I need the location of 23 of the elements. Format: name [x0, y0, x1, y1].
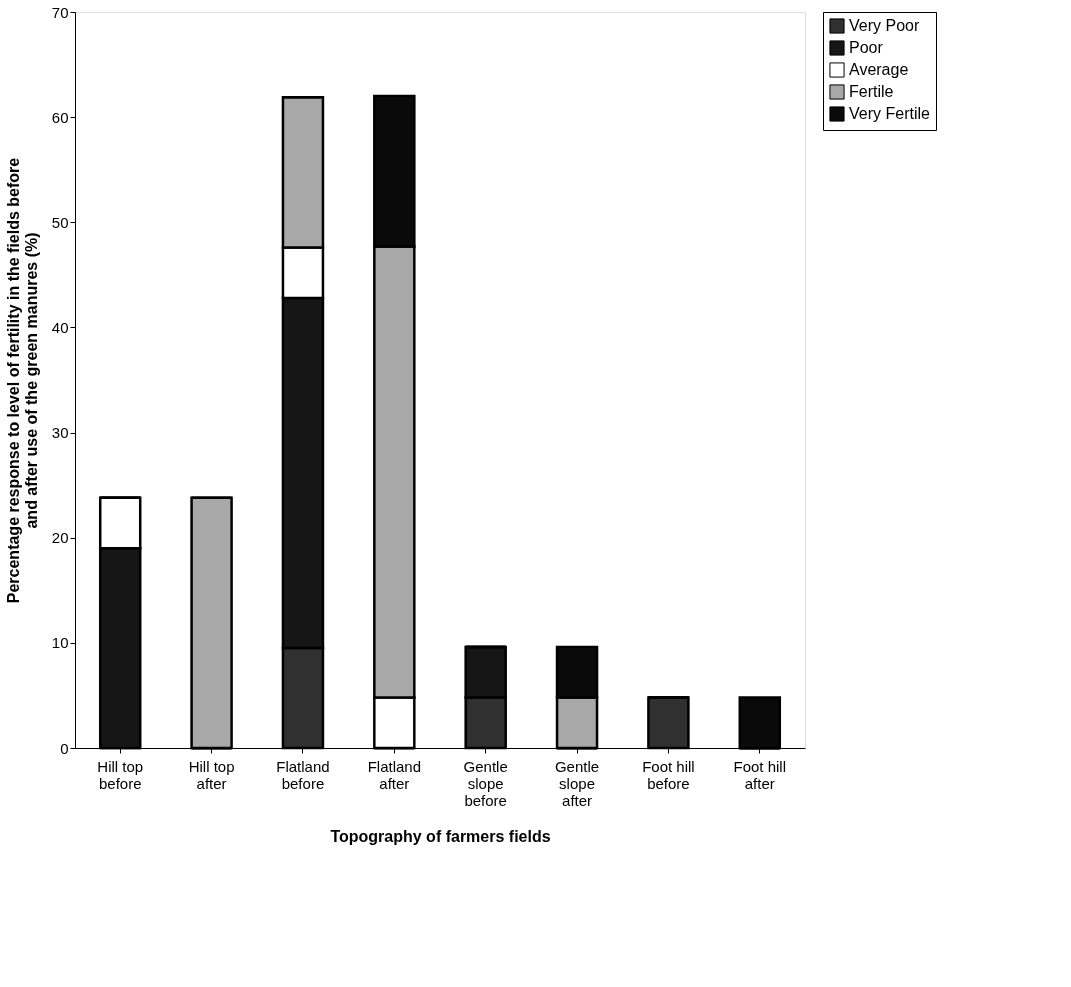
legend-label: Average	[849, 61, 909, 78]
y-tick-label: 0	[60, 739, 69, 757]
y-axis-title: Percentage response to level of fertility in the fields before and after use of the green manures (%)	[4, 157, 40, 604]
x-tick-label: Hill top before	[97, 757, 144, 792]
y-tick-label: 70	[51, 3, 69, 21]
x-tick-label: Gentle slope before	[463, 757, 508, 809]
legend-label: Very Fertile	[849, 105, 931, 122]
x-tick-label: Gentle slope after	[554, 757, 600, 809]
x-tick-label: Foot hill before	[642, 757, 695, 792]
legend-label: Fertile	[849, 83, 894, 100]
legend-label: Poor	[849, 39, 884, 56]
y-tick-label: 60	[51, 108, 69, 126]
x-tick-label: Foot hill after	[733, 757, 787, 792]
legend-label: Very Poor	[849, 17, 920, 34]
x-tick-label: Flatland before	[276, 757, 330, 792]
x-tick-label: Hill top after	[188, 757, 235, 792]
y-tick-label: 20	[51, 529, 69, 547]
y-tick-label: 30	[51, 424, 69, 442]
y-tick-label: 10	[51, 634, 69, 652]
y-tick-label: 50	[51, 213, 69, 231]
x-tick-label: Flatland after	[367, 757, 422, 792]
x-axis-title: Topography of farmers fields	[330, 827, 551, 845]
y-tick-label: 40	[51, 318, 69, 336]
